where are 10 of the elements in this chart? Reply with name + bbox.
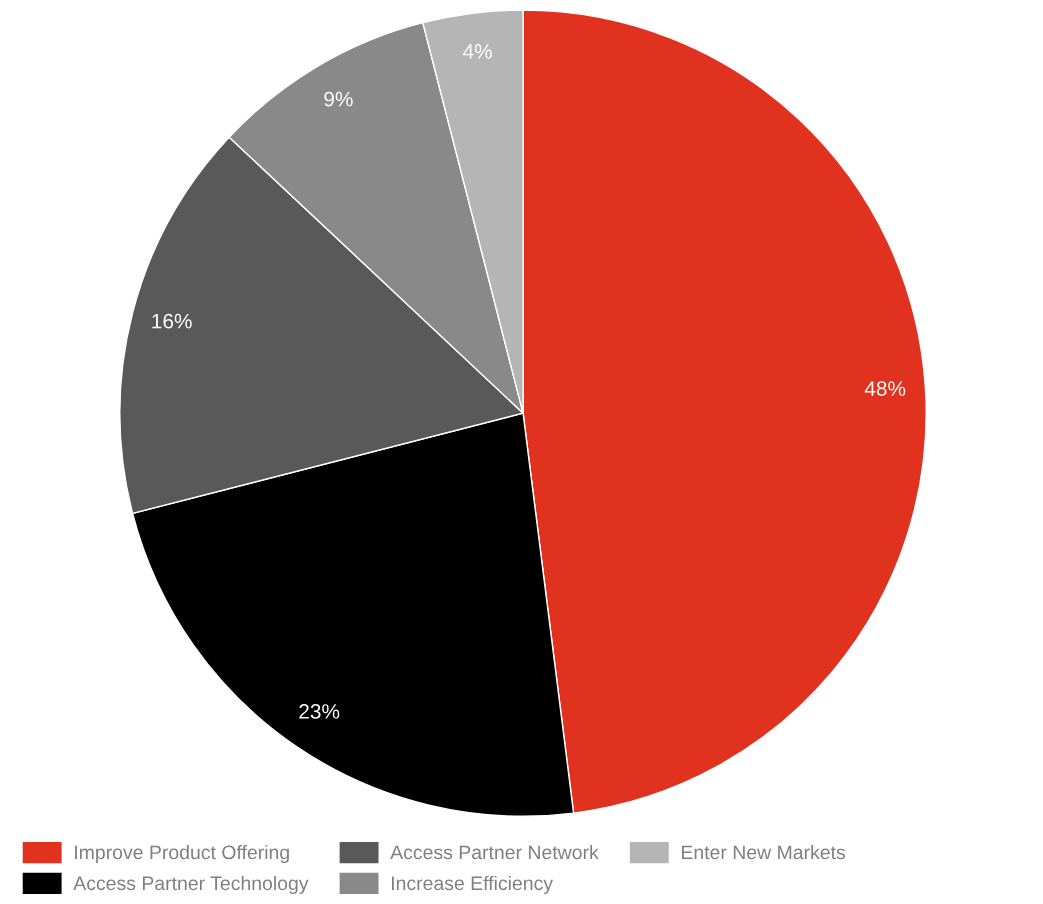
- data-label: 23%: [299, 704, 340, 719]
- data-label: 9%: [324, 91, 353, 107]
- data-label: 48%: [864, 381, 906, 396]
- data-label: 4%: [463, 44, 492, 59]
- legend-label: Enter New Markets: [681, 844, 846, 860]
- legend-label: Access Partner Technology: [73, 875, 309, 895]
- legend-label: Access Partner Network: [390, 844, 599, 860]
- legend-label: Increase Efficiency: [391, 875, 553, 895]
- data-label: 16%: [152, 313, 192, 329]
- legend-label: Improve Product Offering: [75, 844, 289, 864]
